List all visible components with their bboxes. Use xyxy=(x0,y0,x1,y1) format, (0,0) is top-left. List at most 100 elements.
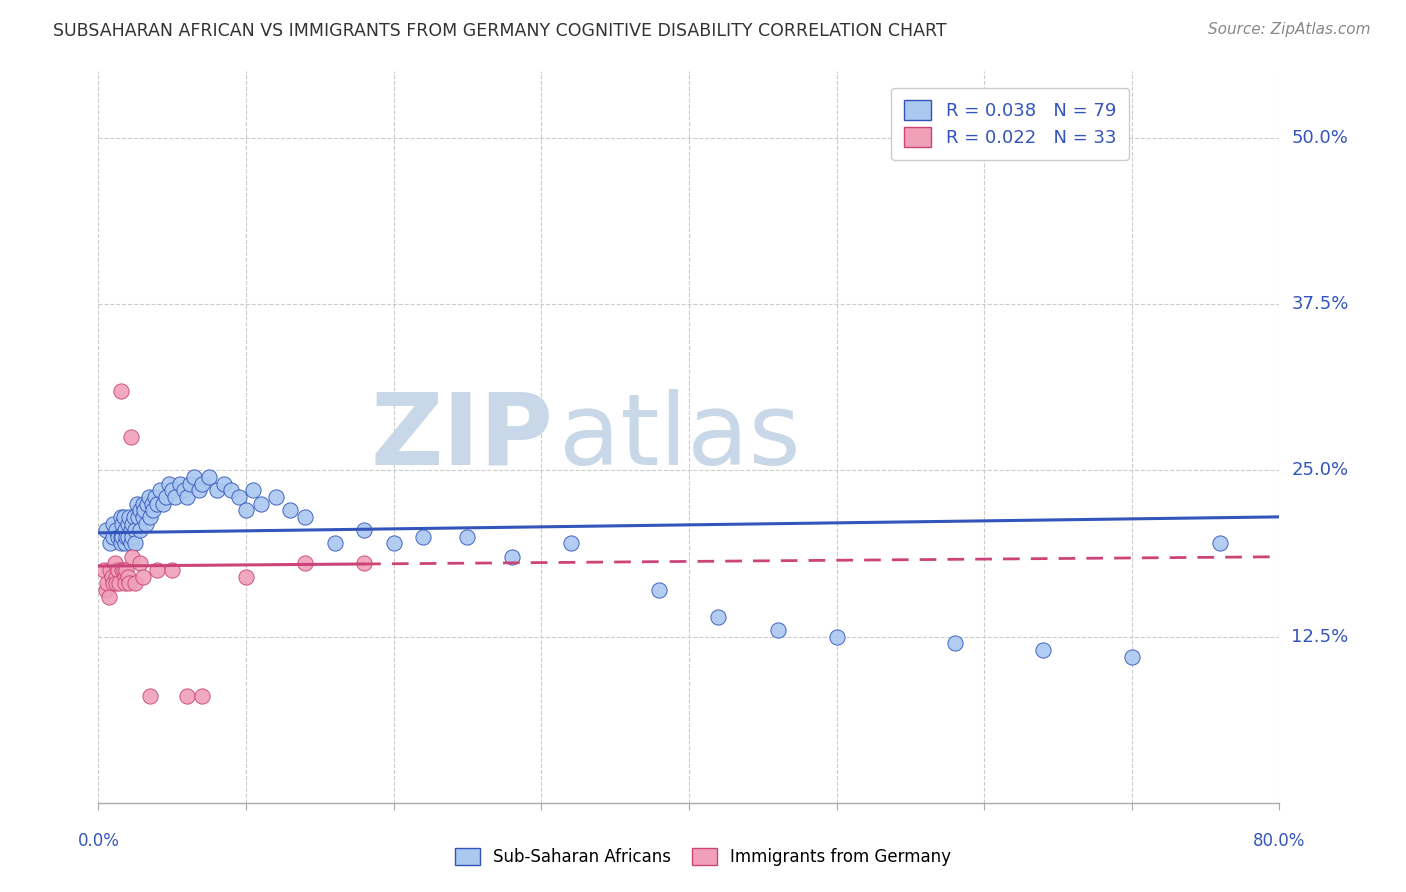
Point xyxy=(98,563,121,577)
Point xyxy=(235,570,257,584)
Point xyxy=(105,570,128,584)
Point xyxy=(221,483,243,498)
Point xyxy=(169,476,191,491)
Point xyxy=(825,630,848,644)
Point xyxy=(112,509,135,524)
Point xyxy=(183,470,205,484)
Legend: R = 0.038   N = 79, R = 0.022   N = 33: R = 0.038 N = 79, R = 0.022 N = 33 xyxy=(891,87,1129,160)
Point xyxy=(103,576,125,591)
Point xyxy=(120,430,142,444)
Point xyxy=(110,384,132,398)
Point xyxy=(176,690,198,704)
Point xyxy=(136,497,159,511)
Point xyxy=(132,509,155,524)
Point xyxy=(162,483,183,498)
Point xyxy=(1121,649,1143,664)
Point xyxy=(128,503,150,517)
Point xyxy=(138,490,160,504)
Point xyxy=(114,576,136,591)
Point xyxy=(146,563,169,577)
Point xyxy=(121,516,143,531)
Point xyxy=(114,523,136,537)
Text: 0.0%: 0.0% xyxy=(77,832,120,850)
Point xyxy=(235,503,257,517)
Point xyxy=(191,476,214,491)
Text: 80.0%: 80.0% xyxy=(1253,832,1306,850)
Text: ZIP: ZIP xyxy=(370,389,553,485)
Point xyxy=(353,557,375,571)
Point xyxy=(176,490,198,504)
Point xyxy=(1209,536,1232,550)
Point xyxy=(108,576,131,591)
Point xyxy=(100,570,122,584)
Point xyxy=(173,483,195,498)
Text: atlas: atlas xyxy=(560,389,800,485)
Point xyxy=(103,516,125,531)
Point xyxy=(117,570,139,584)
Point xyxy=(124,576,146,591)
Point xyxy=(250,497,273,511)
Point xyxy=(157,476,180,491)
Text: 37.5%: 37.5% xyxy=(1291,295,1348,313)
Point xyxy=(127,509,149,524)
Point xyxy=(560,536,582,550)
Point xyxy=(155,490,177,504)
Point xyxy=(191,690,214,704)
Point xyxy=(121,530,143,544)
Point xyxy=(187,483,209,498)
Point xyxy=(132,497,155,511)
Point xyxy=(162,563,183,577)
Text: Source: ZipAtlas.com: Source: ZipAtlas.com xyxy=(1208,22,1371,37)
Point xyxy=(1032,643,1054,657)
Point xyxy=(120,536,142,550)
Point xyxy=(132,570,155,584)
Point xyxy=(353,523,375,537)
Point xyxy=(117,530,139,544)
Point xyxy=(110,530,132,544)
Point xyxy=(112,563,135,577)
Point xyxy=(135,516,157,531)
Point xyxy=(128,523,150,537)
Point xyxy=(107,563,129,577)
Point xyxy=(242,483,264,498)
Point xyxy=(323,536,346,550)
Point xyxy=(122,509,145,524)
Point xyxy=(107,530,129,544)
Point xyxy=(165,490,187,504)
Point xyxy=(118,576,141,591)
Point xyxy=(648,582,671,597)
Point xyxy=(115,530,138,544)
Text: SUBSAHARAN AFRICAN VS IMMIGRANTS FROM GERMANY COGNITIVE DISABILITY CORRELATION C: SUBSAHARAN AFRICAN VS IMMIGRANTS FROM GE… xyxy=(53,22,948,40)
Point xyxy=(139,509,162,524)
Point xyxy=(943,636,966,650)
Point xyxy=(105,576,128,591)
Point xyxy=(110,509,132,524)
Point xyxy=(501,549,523,564)
Point xyxy=(141,497,163,511)
Point xyxy=(104,557,127,571)
Point xyxy=(97,590,120,604)
Point xyxy=(105,523,128,537)
Point xyxy=(121,549,143,564)
Point xyxy=(120,523,142,537)
Text: 25.0%: 25.0% xyxy=(1291,461,1348,479)
Point xyxy=(94,523,117,537)
Point xyxy=(766,623,789,637)
Point xyxy=(115,563,138,577)
Point xyxy=(128,557,150,571)
Point xyxy=(142,503,165,517)
Point xyxy=(457,530,479,544)
Point xyxy=(412,530,434,544)
Point xyxy=(111,530,134,544)
Point xyxy=(382,536,405,550)
Point xyxy=(152,497,174,511)
Point xyxy=(93,563,115,577)
Point xyxy=(139,690,162,704)
Legend: Sub-Saharan Africans, Immigrants from Germany: Sub-Saharan Africans, Immigrants from Ge… xyxy=(449,841,957,873)
Point xyxy=(124,536,146,550)
Point xyxy=(124,523,146,537)
Point xyxy=(707,609,730,624)
Point xyxy=(98,536,121,550)
Point xyxy=(134,503,156,517)
Point xyxy=(96,576,118,591)
